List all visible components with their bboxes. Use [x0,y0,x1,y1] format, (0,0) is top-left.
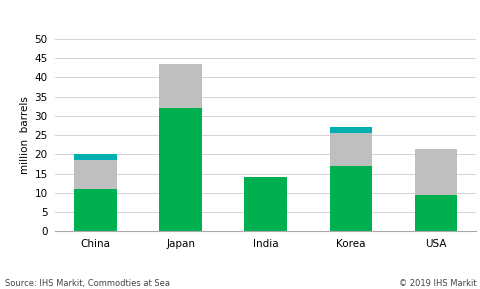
Legend: Sep-19, Oct-19, Nov-19: Sep-19, Oct-19, Nov-19 [172,288,358,289]
Bar [74,160,117,189]
Bar [329,166,371,231]
Text: Source: IHS Markit, Commodties at Sea: Source: IHS Markit, Commodties at Sea [5,279,169,288]
Y-axis label: million  barrels: million barrels [20,96,30,174]
Bar [159,64,202,108]
Bar [329,127,371,133]
Bar [414,195,456,231]
Text: © 2019 IHS Markit: © 2019 IHS Markit [398,279,475,288]
Bar [414,149,456,195]
Bar [244,177,287,231]
Bar [329,133,371,166]
Bar [159,108,202,231]
Bar [74,154,117,160]
Bar [74,189,117,231]
Text: Saudi Arabian Crude Oil in  Transit for Major Destinations: Saudi Arabian Crude Oil in Transit for M… [6,12,408,25]
